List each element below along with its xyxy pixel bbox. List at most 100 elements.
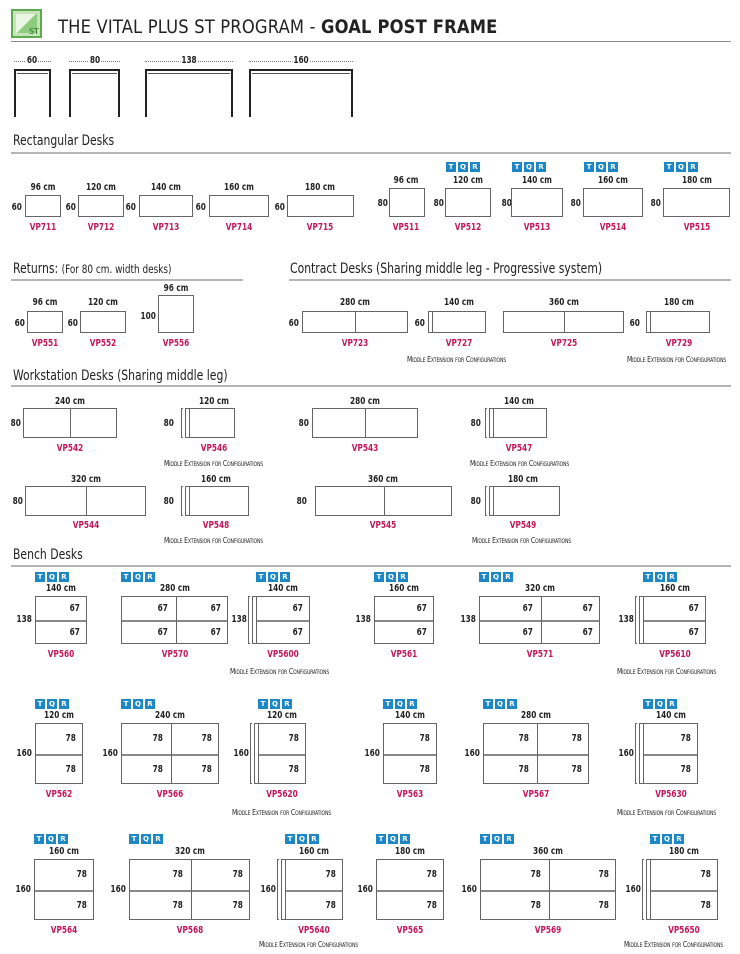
note-middle-extension: Middle Extension for Configurations <box>627 355 727 364</box>
width-label: 280 cm <box>521 710 551 721</box>
section-title-rectangular: Rectangular Desks <box>13 133 115 149</box>
seat-depth-label: 78 <box>76 869 87 881</box>
product-code: VP567 <box>522 789 550 800</box>
desk-outline: 78 78 <box>34 859 94 920</box>
depth-label: 138 <box>231 614 247 625</box>
page-title: THE VITAL PLUS ST PROGRAM - GOAL POST FR… <box>58 16 497 38</box>
section-title-bench: Bench Desks <box>13 547 83 563</box>
note-middle-extension: Middle Extension for Configurations <box>624 940 724 949</box>
desk-outline: 67 67 <box>643 596 706 644</box>
depth-label: 160 <box>110 883 126 895</box>
product-code: VP5620 <box>266 789 298 800</box>
width-label: 160 cm <box>659 583 690 594</box>
width-label: 120 cm <box>44 710 74 721</box>
seat-depth-label: 78 <box>65 763 76 775</box>
depth-label: 138 <box>16 614 32 625</box>
desk-outline: 78 78 <box>650 859 718 920</box>
middle-extension <box>254 723 258 784</box>
middle-extension <box>639 596 643 644</box>
product-code: VP560 <box>47 649 75 660</box>
width-label: 180 cm <box>669 846 699 857</box>
desk-outline: 78 78 78 78 <box>483 723 589 784</box>
product-code: VP571 <box>526 649 553 660</box>
seat-depth-label: 67 <box>69 627 80 638</box>
title-light: THE VITAL PLUS ST PROGRAM - <box>58 16 321 38</box>
middle-extension <box>252 596 256 644</box>
depth-label: 160 <box>260 883 276 895</box>
logo-text: ST <box>29 27 39 36</box>
depth-label: 160 <box>357 883 373 895</box>
width-label: 360 cm <box>533 846 563 857</box>
depth-label: 160 <box>102 747 118 759</box>
depth-label: 160 <box>16 747 32 759</box>
seat-depth-label: 67 <box>522 627 533 638</box>
desk-outline: 67 67 67 67 <box>479 596 600 644</box>
depth-label: 160 <box>364 747 380 759</box>
desk-outline: 78 78 78 78 <box>480 859 616 920</box>
section-title-workstation: Workstation Desks (Sharing middle leg) <box>13 368 228 384</box>
product-code: VP5650 <box>668 925 700 936</box>
desk-outline: 67 67 67 67 <box>121 596 228 644</box>
st-logo-icon: ST <box>11 9 42 38</box>
seat-depth-label: 78 <box>201 733 212 745</box>
seat-depth-label: 78 <box>426 899 437 911</box>
seat-depth-label: 78 <box>232 899 243 911</box>
product-code: VP569 <box>534 925 562 936</box>
seat-depth-label: 67 <box>210 603 221 614</box>
seat-depth-label: 78 <box>700 899 711 911</box>
desk-outline: 78 78 <box>383 723 437 784</box>
seat-depth-label: 78 <box>680 763 691 775</box>
desk-outline: 67 67 <box>374 596 434 644</box>
middle-extension <box>250 723 252 784</box>
seat-depth-label: 78 <box>288 763 299 775</box>
desk-outline: 78 78 <box>376 859 444 920</box>
seat-depth-label: 67 <box>157 627 168 638</box>
product-code: VP5600 <box>267 649 299 660</box>
seat-depth-label: 78 <box>518 733 529 745</box>
seat-depth-label: 78 <box>680 733 691 745</box>
product-code: VP5610 <box>658 649 691 660</box>
seat-depth-label: 78 <box>426 869 437 881</box>
seat-depth-label: 78 <box>530 899 541 911</box>
width-label: 320 cm <box>174 846 205 857</box>
seat-depth-label: 78 <box>419 763 430 775</box>
depth-label: 160 <box>461 883 477 895</box>
seat-depth-label: 78 <box>419 733 430 745</box>
product-code: VP568 <box>176 925 203 936</box>
width-label: 120 cm <box>267 710 297 721</box>
seat-depth-label: 78 <box>65 733 76 745</box>
middle-extension <box>639 723 643 784</box>
width-label: 140 cm <box>268 583 298 594</box>
seat-depth-label: 78 <box>571 763 582 775</box>
depth-label: 160 <box>625 883 641 895</box>
seat-depth-label: 67 <box>69 603 80 614</box>
product-code: VP562 <box>45 789 73 800</box>
product-code: VP566 <box>156 789 184 800</box>
seat-depth-label: 78 <box>571 733 582 745</box>
seat-depth-label: 78 <box>201 763 212 775</box>
note-middle-extension: Middle Extension for Configurations <box>232 808 332 817</box>
seat-depth-label: 78 <box>288 733 299 745</box>
product-code: VP570 <box>161 649 188 660</box>
width-label: 140 cm <box>46 583 76 594</box>
seat-depth-label: 78 <box>518 763 529 775</box>
desk-outline: 78 78 <box>258 723 306 784</box>
width-label: 280 cm <box>159 583 190 594</box>
seat-depth-label: 78 <box>700 869 711 881</box>
section-title-contract: Contract Desks (Sharing middle leg - Pro… <box>290 261 603 277</box>
seat-depth-label: 67 <box>688 627 699 638</box>
note-middle-extension: Middle Extension for Configurations <box>230 667 330 676</box>
depth-label: 160 <box>464 747 480 759</box>
